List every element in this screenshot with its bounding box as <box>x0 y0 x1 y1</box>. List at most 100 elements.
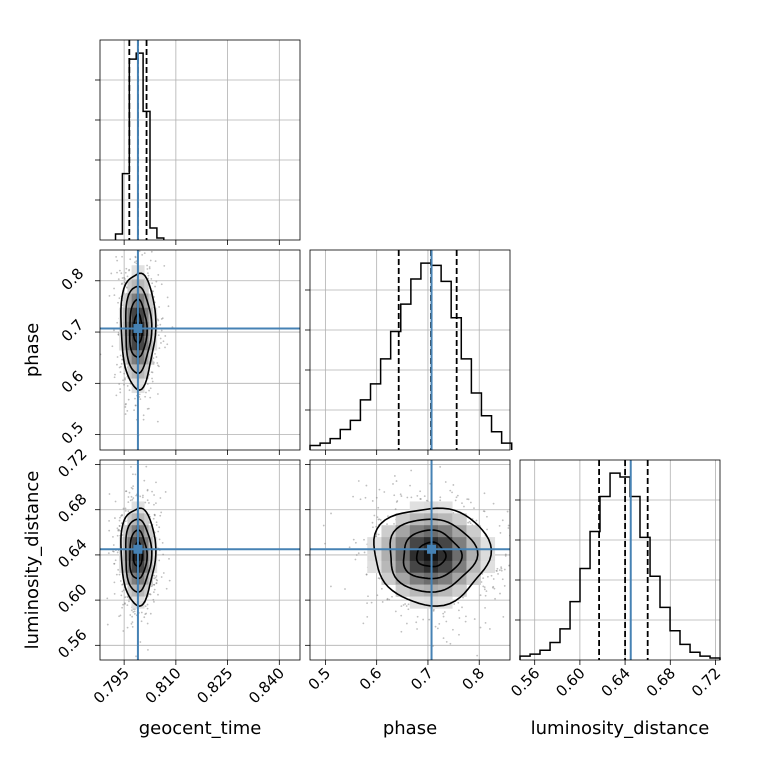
density-cell <box>131 572 137 585</box>
sample-point <box>108 529 111 532</box>
sample-point <box>490 574 493 577</box>
sample-point <box>163 264 166 267</box>
sample-point <box>106 623 109 626</box>
sample-point <box>154 576 157 579</box>
sample-point <box>146 272 149 275</box>
density-cell <box>127 525 132 538</box>
sample-point <box>115 255 118 258</box>
sample-point <box>114 373 116 376</box>
sample-point <box>165 587 168 590</box>
sample-point <box>133 610 136 613</box>
sample-point <box>458 617 461 619</box>
sample-point <box>113 294 116 296</box>
density-cell <box>452 525 467 538</box>
sample-point <box>449 489 452 492</box>
sample-point <box>150 278 153 280</box>
sample-point <box>118 269 121 272</box>
sample-point <box>164 346 166 349</box>
density-cell <box>131 501 137 514</box>
sample-point <box>119 354 122 357</box>
sample-point <box>145 612 148 615</box>
sample-point <box>149 387 152 390</box>
density-content <box>100 460 300 660</box>
sample-point <box>121 282 123 285</box>
sample-point <box>168 579 171 582</box>
density-cell <box>144 513 149 526</box>
sample-point <box>127 510 130 513</box>
sample-point <box>405 605 408 607</box>
sample-point <box>496 567 499 570</box>
sample-point <box>160 318 163 320</box>
sample-point <box>127 398 130 401</box>
density-cell <box>140 307 145 323</box>
sample-point <box>128 491 131 494</box>
sample-point <box>153 503 155 506</box>
ylabel-phase: phase <box>22 323 43 377</box>
y-tick-label-phase-1: 0.6 <box>58 367 88 397</box>
sample-point <box>365 484 368 487</box>
sample-point <box>110 272 113 275</box>
sample-point <box>122 379 124 382</box>
sample-point <box>506 510 509 513</box>
density-cell <box>118 336 124 351</box>
sample-point <box>119 580 122 582</box>
sample-point <box>371 521 374 524</box>
sample-point <box>504 555 507 557</box>
sample-point <box>357 480 360 482</box>
hist-bin-phase-3 <box>340 429 350 450</box>
hist-bin-phase-16 <box>471 393 481 450</box>
sample-point <box>468 520 471 523</box>
sample-point <box>488 628 491 630</box>
sample-point <box>376 516 379 519</box>
sample-point <box>500 569 503 572</box>
sample-point <box>123 281 126 284</box>
sample-point <box>324 542 326 545</box>
sample-point <box>428 618 431 621</box>
density-cell <box>131 560 137 574</box>
sample-point <box>124 271 127 274</box>
sample-point <box>147 407 150 410</box>
sample-point <box>120 362 123 365</box>
sample-point <box>124 520 127 522</box>
density-frame <box>99 459 301 661</box>
sample-point <box>124 377 126 380</box>
sample-point <box>126 626 129 629</box>
sample-point <box>375 496 378 499</box>
sample-point <box>503 568 506 571</box>
sample-point <box>164 335 167 337</box>
hist-bin-phase-13 <box>441 281 451 450</box>
hist-bin-phase-2 <box>330 439 340 450</box>
sample-point <box>485 590 488 593</box>
hist-bin-phase-1 <box>320 443 330 450</box>
sample-point <box>119 371 122 373</box>
sample-point <box>378 488 381 491</box>
sample-point <box>153 577 156 580</box>
sample-point <box>423 495 426 498</box>
sample-point <box>141 496 144 499</box>
sample-point <box>150 585 153 588</box>
hist-frame <box>519 459 721 661</box>
sample-point <box>483 492 486 495</box>
sample-point <box>126 604 129 606</box>
sample-point <box>407 603 410 606</box>
density-content <box>100 244 300 450</box>
sample-point <box>152 591 155 594</box>
sample-point <box>497 573 499 575</box>
sample-point <box>146 603 149 606</box>
sample-point <box>126 385 129 387</box>
sample-point <box>131 498 134 501</box>
sample-point <box>451 491 453 494</box>
sample-point <box>123 372 126 375</box>
sample-point <box>442 612 445 615</box>
sample-point <box>121 590 124 593</box>
sample-point <box>139 641 142 643</box>
hist-bin-phase-11 <box>421 263 431 450</box>
sample-point <box>146 268 149 270</box>
sample-point <box>410 469 413 472</box>
hist-panel-geocent-time <box>95 39 301 241</box>
sample-point <box>499 592 501 595</box>
sample-point <box>125 267 128 270</box>
sample-point <box>118 383 121 385</box>
sample-point <box>133 244 135 246</box>
sample-point <box>392 483 394 485</box>
